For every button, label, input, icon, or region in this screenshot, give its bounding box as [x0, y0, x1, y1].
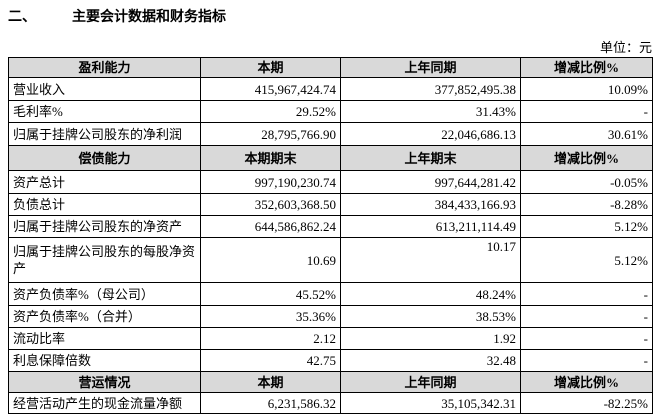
data-row: 资产负债率%（合并） 35.36% 38.53% -	[8, 305, 653, 328]
value-cell: -	[520, 282, 653, 306]
value-cell: 5.12%	[520, 237, 653, 283]
value-cell: 384,433,166.93	[340, 193, 521, 216]
financial-table: 盈利能力 本期 上年同期 增减比例% 营业收入 415,967,424.74 377,852…	[8, 57, 653, 414]
section-number: 二、	[8, 9, 36, 25]
value-cell: 31.43%	[340, 100, 521, 123]
data-row: 营业收入 415,967,424.74 377,852,495.38 10.09%	[8, 77, 653, 101]
value-cell: 22,046,686.13	[340, 122, 521, 146]
value-cell: 30.61%	[520, 122, 653, 146]
value-cell: 32.48	[340, 349, 521, 372]
header-row: 盈利能力 本期 上年同期 增减比例%	[8, 57, 653, 78]
value-cell: -	[520, 305, 653, 328]
row-label: 资产负债率%（合并）	[8, 305, 201, 328]
data-row: 归属于挂牌公司股东的每股净资产 10.69 10.17 5.12%	[8, 237, 653, 283]
value-cell: -	[520, 349, 653, 372]
header-cell: 偿债能力	[8, 145, 201, 171]
row-label: 资产负债率%（母公司）	[8, 282, 201, 306]
value-cell: 997,190,230.74	[200, 170, 341, 194]
value-cell: 2.12	[200, 327, 341, 350]
data-row: 毛利率% 29.52% 31.43% -	[8, 100, 653, 123]
row-label: 利息保障倍数	[8, 349, 201, 372]
unit-label: 单位：元	[599, 40, 652, 55]
value-cell: 1.92	[340, 327, 521, 350]
value-cell: 38.53%	[340, 305, 521, 328]
header-cell: 本期	[200, 371, 341, 393]
header-cell: 增减比例%	[520, 145, 653, 171]
value-cell: -8.28%	[520, 193, 653, 216]
row-label: 资产总计	[8, 170, 201, 194]
row-label: 经营活动产生的现金流量净额	[8, 392, 201, 414]
value-cell: 48.24%	[340, 282, 521, 306]
data-row: 归属于挂牌公司股东的净利润 28,795,766.90 22,046,686.13 3…	[8, 122, 653, 146]
header-cell: 增减比例%	[520, 371, 653, 393]
data-row: 归属于挂牌公司股东的净资产 644,586,862.24 613,211,114.4…	[8, 215, 653, 238]
header-cell: 上年同期	[340, 57, 521, 78]
value-cell: 42.75	[200, 349, 341, 372]
row-label: 毛利率%	[8, 100, 201, 123]
value-cell: -	[520, 327, 653, 350]
header-row: 营运情况 本期 上年同期 增减比例%	[8, 371, 653, 393]
value-cell: -0.05%	[520, 170, 653, 194]
value-cell: 644,586,862.24	[200, 215, 341, 238]
value-cell: 5.12%	[520, 215, 653, 238]
value-cell: 997,644,281.42	[340, 170, 521, 194]
header-cell: 营运情况	[8, 371, 201, 393]
row-label: 归属于挂牌公司股东的净利润	[8, 122, 201, 146]
data-row: 资产负债率%（母公司） 45.52% 48.24% -	[8, 282, 653, 306]
data-row: 负债总计 352,603,368.50 384,433,166.93 -8.28%	[8, 193, 653, 216]
data-row: 利息保障倍数 42.75 32.48-	[8, 349, 653, 372]
value-cell: 28,795,766.90	[200, 122, 341, 146]
data-row: 经营活动产生的现金流量净额 6,231,586.32 35,105,342.31 -8…	[8, 392, 653, 414]
data-row: 资产总计 997,190,230.74 997,644,281.42 -0.05%	[8, 170, 653, 194]
header-cell: 增减比例%	[520, 57, 653, 78]
row-label: 归属于挂牌公司股东的每股净资产	[8, 237, 201, 283]
value-cell: 10.69	[200, 237, 341, 283]
row-label: 负债总计	[8, 193, 201, 216]
row-label: 营业收入	[8, 77, 201, 101]
header-cell: 本期期末	[200, 145, 341, 171]
header-row: 偿债能力 本期期末 上年期末 增减比例%	[8, 145, 653, 171]
value-cell: -	[520, 100, 653, 123]
value-cell: 35.36%	[200, 305, 341, 328]
value-cell: 35,105,342.31	[340, 392, 521, 414]
value-cell: -82.25%	[520, 392, 653, 414]
value-cell: 45.52%	[200, 282, 341, 306]
value-cell: 377,852,495.38	[340, 77, 521, 101]
value-cell: 10.09%	[520, 77, 653, 101]
value-cell: 613,211,114.49	[340, 215, 521, 238]
row-label: 流动比率	[8, 327, 201, 350]
value-cell: 10.17	[340, 237, 521, 283]
value-cell: 6,231,586.32	[200, 392, 341, 414]
data-row: 流动比率 2.12 1.92-	[8, 327, 653, 350]
header-cell: 上年期末	[340, 145, 521, 171]
header-cell: 上年同期	[340, 371, 521, 393]
value-cell: 352,603,368.50	[200, 193, 341, 216]
header-cell: 本期	[200, 57, 341, 78]
row-label: 归属于挂牌公司股东的净资产	[8, 215, 201, 238]
value-cell: 29.52%	[200, 100, 341, 123]
section-title: 主要会计数据和财务指标	[72, 9, 226, 25]
header-cell: 盈利能力	[8, 57, 201, 78]
value-cell: 415,967,424.74	[200, 77, 341, 101]
